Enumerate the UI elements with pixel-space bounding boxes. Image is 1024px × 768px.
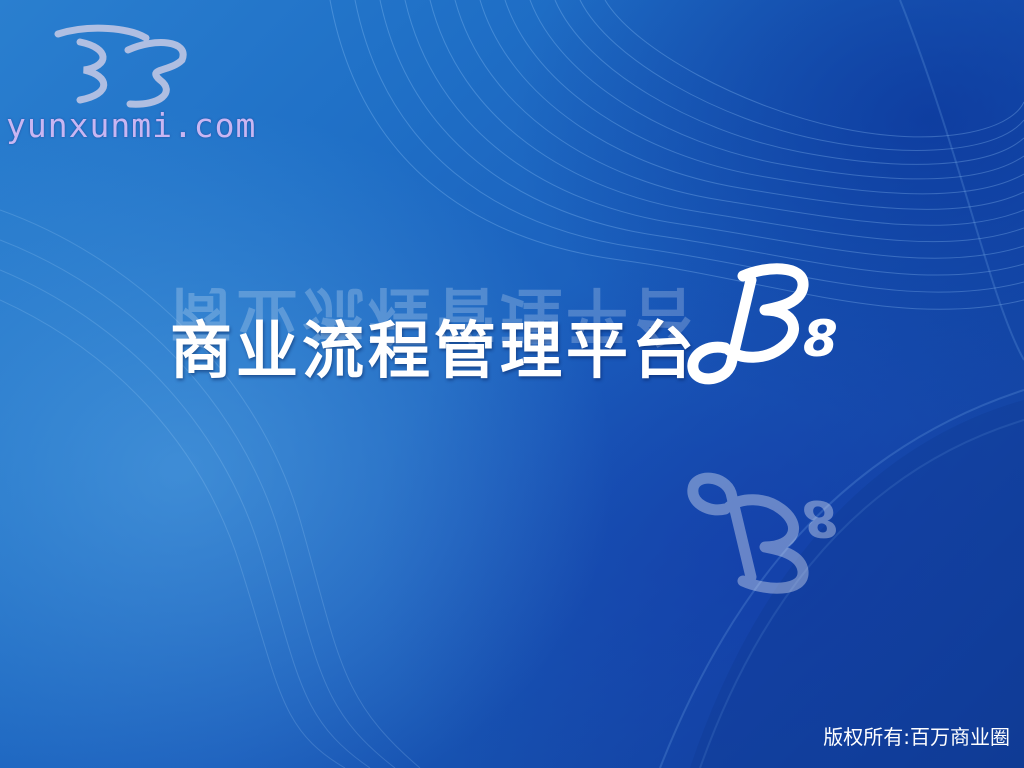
product-version-reflection: 8 — [803, 489, 838, 547]
product-version: 8 — [803, 310, 838, 368]
product-title-reflection-text: 商业流程管理平台 — [170, 279, 699, 352]
watermark-site-text: yunxunmi.com — [6, 106, 257, 145]
watermark: yunxunmi.com — [0, 20, 320, 150]
b8-logo-icon: 8 — [687, 263, 838, 385]
b8-logo-reflection: 8 — [687, 472, 838, 594]
product-title-reflection: 商业流程管理平台 — [170, 276, 698, 366]
product-title: 商业流程管理平台 — [170, 300, 698, 390]
copyright-notice: 版权所有:百万商业圈 — [823, 725, 1010, 749]
product-title-block: 商业流程管理平台 商业流程管理平台 8 8 — [170, 263, 870, 594]
yunxunmi-logo-icon — [54, 24, 187, 108]
product-title-text: 商业流程管理平台 — [170, 314, 699, 387]
